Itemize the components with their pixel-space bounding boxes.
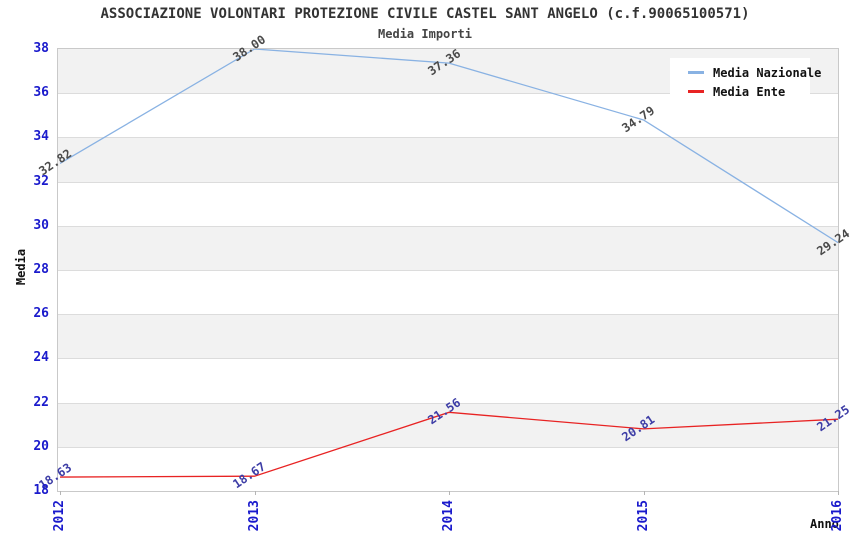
gridline (58, 270, 838, 271)
plot-band (58, 358, 838, 403)
y-tick-label: 22 (33, 394, 49, 410)
y-tick-label: 26 (33, 306, 49, 322)
legend-swatch-icon (688, 71, 704, 74)
x-tick-mark (838, 491, 839, 495)
x-tick-mark (60, 491, 61, 495)
plot-band (58, 225, 838, 270)
y-tick-label: 38 (33, 41, 49, 56)
gridline (58, 93, 838, 95)
gridline (58, 446, 838, 448)
x-tick-label: 2016 (830, 500, 845, 532)
x-tick-mark (449, 491, 450, 495)
y-tick-label: 28 (33, 262, 49, 277)
x-axis-label: Anno (810, 517, 839, 531)
legend-item-1: Media Ente (670, 82, 804, 101)
y-tick-label: 20 (33, 438, 49, 454)
gridline (58, 358, 838, 360)
gridline (58, 225, 838, 227)
series-line-1 (59, 411, 838, 478)
plot-band (58, 402, 838, 447)
y-tick-label: 24 (33, 350, 49, 366)
legend-label: Media Ente (713, 84, 786, 99)
series-line-0 (59, 49, 838, 244)
plot-band (58, 446, 838, 491)
x-tick-label: 2013 (246, 500, 262, 532)
legend-item-0: Media Nazionale (670, 63, 821, 82)
legend-handle-area (670, 71, 704, 74)
gridline (58, 181, 838, 183)
plot-band (58, 137, 838, 182)
chart-subtitle: Media Importi (378, 27, 472, 41)
x-tick-mark (643, 491, 645, 495)
series-lines (59, 49, 838, 478)
plot-band (58, 181, 838, 226)
y-tick-label: 18 (33, 483, 49, 498)
gridline (58, 137, 838, 139)
plot-band (58, 314, 838, 359)
chart-title: ASSOCIAZIONE VOLONTARI PROTEZIONE CIVILE… (100, 6, 750, 22)
plot-band (58, 270, 838, 315)
y-tick-label: 36 (33, 85, 49, 101)
plot-area: 32.82 38.00 37.36 34.79 29.24 18.63 18.67 21.56… (36, 32, 850, 492)
legend: Media Nazionale Media Ente (670, 58, 821, 106)
x-tick-label: 2014 (441, 500, 456, 532)
y-tick-label: 34 (33, 129, 49, 145)
x-tick-label: 2012 (52, 500, 67, 532)
y-tick-label: 32 (33, 173, 49, 189)
y-tick-label: 30 (33, 217, 49, 233)
gridline (58, 402, 838, 404)
legend-handle-area (670, 90, 704, 93)
legend-label: Media Nazionale (713, 65, 822, 80)
gridline (58, 314, 838, 316)
legend-swatch-icon (688, 90, 704, 93)
x-tick-label: 2015 (635, 500, 651, 532)
x-tick-mark (254, 491, 256, 495)
